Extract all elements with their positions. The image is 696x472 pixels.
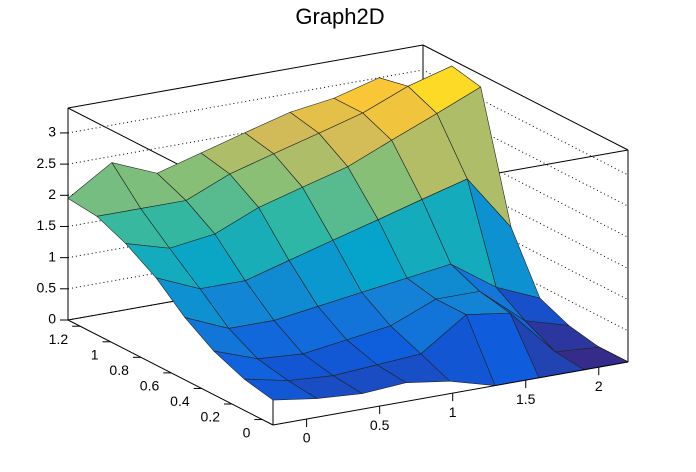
- box-edge: [67, 44, 424, 109]
- y-tick-label: 0: [243, 424, 251, 440]
- x-tick-label: 1.5: [516, 391, 536, 407]
- x-tick-label: 2: [595, 378, 603, 394]
- x-axis: [272, 361, 629, 426]
- z-tick-label: 1: [48, 248, 56, 264]
- x-tick-label: 0.5: [370, 417, 390, 433]
- z-tick-label: 3: [48, 124, 56, 140]
- z-tick-label: 0.5: [37, 280, 57, 296]
- y-tick-label: 1.2: [49, 331, 69, 347]
- x-tick-label: 1: [449, 404, 457, 420]
- y-tick-label: 1: [91, 346, 99, 362]
- z-tick-label: 1.5: [37, 217, 57, 233]
- y-tick-label: 0.6: [140, 378, 160, 394]
- grid-line: [67, 69, 629, 176]
- z-tick-label: 2: [48, 186, 56, 202]
- surface-cell: [243, 378, 318, 401]
- z-tick-label: 2.5: [37, 155, 57, 171]
- y-tick-label: 0.8: [109, 362, 129, 378]
- chart-title: Graph2D: [295, 4, 384, 29]
- x-tick-label: 0: [303, 430, 311, 446]
- y-tick-label: 0.4: [170, 393, 190, 409]
- y-tick-label: 0.2: [201, 409, 221, 425]
- z-tick-label: 0: [48, 311, 56, 327]
- box-edge: [422, 44, 629, 151]
